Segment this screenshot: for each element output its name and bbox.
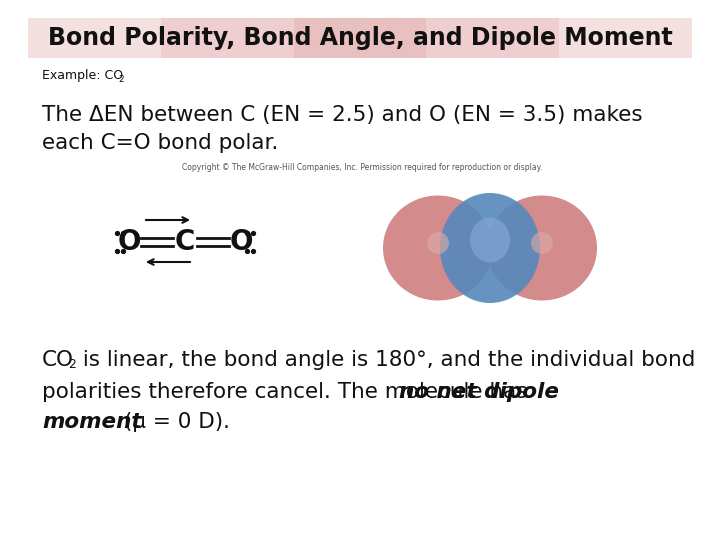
Text: is linear, the bond angle is 180°, and the individual bond: is linear, the bond angle is 180°, and t… [76, 350, 696, 370]
Ellipse shape [487, 195, 597, 300]
Text: O: O [117, 228, 140, 256]
Bar [294, 18, 426, 58]
Bar [161, 18, 294, 58]
Text: Bond Polarity, Bond Angle, and Dipole Moment: Bond Polarity, Bond Angle, and Dipole Mo… [48, 26, 672, 50]
Ellipse shape [470, 218, 510, 262]
Text: (μ = 0 D).: (μ = 0 D). [117, 412, 230, 432]
Text: The ΔEN between C (EN = 2.5) and O (EN = 3.5) makes: The ΔEN between C (EN = 2.5) and O (EN =… [42, 105, 643, 125]
Ellipse shape [427, 232, 449, 254]
Text: 2: 2 [68, 359, 76, 372]
Ellipse shape [440, 193, 540, 303]
Text: no net dipole: no net dipole [399, 382, 559, 402]
Text: Copyright © The McGraw-Hill Companies, Inc. Permission required for reproduction: Copyright © The McGraw-Hill Companies, I… [182, 164, 542, 172]
Bar [28, 18, 161, 58]
Text: Example: CO: Example: CO [42, 70, 123, 83]
Text: moment: moment [42, 412, 142, 432]
Text: polarities therefore cancel. The molecule has: polarities therefore cancel. The molecul… [42, 382, 534, 402]
Ellipse shape [531, 232, 553, 254]
Bar [426, 18, 559, 58]
Bar [559, 18, 692, 58]
Text: CO: CO [42, 350, 74, 370]
Text: C: C [175, 228, 195, 256]
Ellipse shape [383, 195, 493, 300]
Text: each C=O bond polar.: each C=O bond polar. [42, 133, 279, 153]
Text: O: O [229, 228, 253, 256]
Text: 2: 2 [118, 76, 124, 84]
